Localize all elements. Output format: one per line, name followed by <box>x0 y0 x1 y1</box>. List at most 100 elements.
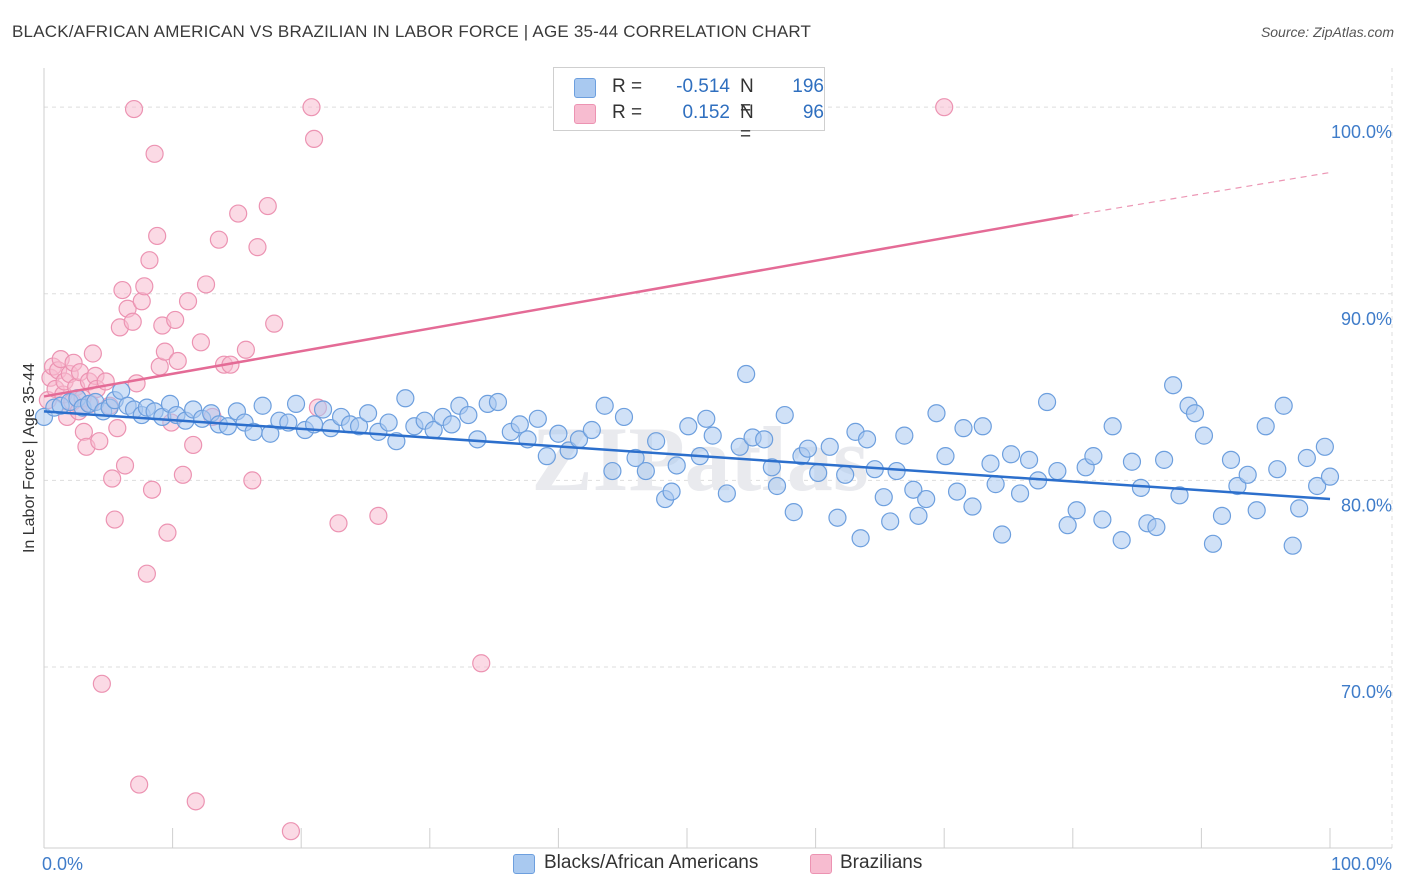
black-point <box>917 489 936 509</box>
black-point <box>1203 534 1223 553</box>
blue-swatch <box>513 854 535 874</box>
black-point <box>679 417 698 436</box>
black-point <box>1010 484 1030 503</box>
brazilian-point <box>248 238 267 257</box>
legend-n-value: 96 <box>802 102 824 123</box>
black-point <box>697 409 716 428</box>
black-point <box>636 461 655 481</box>
black-point <box>986 475 1005 494</box>
black-point <box>459 405 478 425</box>
blue-series-label: Blacks/African Americans <box>544 852 759 873</box>
brazilian-point <box>103 469 122 488</box>
source-label: Source: ZipAtlas.com <box>1260 24 1394 40</box>
brazilian-point <box>369 506 388 525</box>
brazilian-point <box>329 514 348 533</box>
black-point <box>1084 447 1103 466</box>
legend-r-label: R = <box>612 76 643 97</box>
black-point <box>286 394 306 413</box>
brazilian-point <box>74 422 93 441</box>
gridlines <box>44 68 1393 848</box>
black-point <box>662 482 681 501</box>
black-point <box>775 405 794 425</box>
x-tick-label: 100.0% <box>1331 854 1392 874</box>
black-point <box>1297 448 1316 468</box>
x-tick-label: 0.0% <box>42 854 83 874</box>
brazilian-point <box>130 775 149 794</box>
black-point <box>1315 437 1334 456</box>
black-point <box>836 465 855 484</box>
brazilians-trend-line <box>43 214 1074 398</box>
black-point <box>954 419 973 438</box>
brazilian-point <box>472 654 491 673</box>
brazilian-point <box>123 312 142 331</box>
black-point <box>755 430 774 449</box>
black-point <box>358 404 378 423</box>
black-point <box>1194 426 1214 445</box>
brazilian-point <box>83 344 102 363</box>
black-point <box>992 525 1012 544</box>
blacks-trend-line <box>43 410 1331 501</box>
black-point <box>1164 376 1183 395</box>
black-point <box>1170 486 1189 505</box>
black-point <box>828 508 847 527</box>
legend-r-value: -0.514 <box>676 76 730 97</box>
pink-swatch <box>574 104 596 124</box>
black-point <box>857 430 877 449</box>
black-point <box>1058 516 1077 535</box>
black-point <box>1037 392 1057 412</box>
black-point <box>349 417 369 436</box>
black-point <box>947 482 967 501</box>
brazilian-point <box>178 292 198 311</box>
black-point <box>1147 517 1166 537</box>
black-point <box>762 458 781 477</box>
brazilian-point <box>105 510 124 529</box>
black-point <box>1228 476 1247 496</box>
black-point <box>582 420 601 440</box>
black-point <box>603 461 622 481</box>
black-point <box>1320 467 1340 486</box>
black-point <box>510 415 529 434</box>
legend-n-value: 196 <box>792 76 824 97</box>
black-point <box>1093 510 1112 529</box>
black-point <box>717 484 736 503</box>
black-point <box>1212 506 1232 525</box>
black-point <box>881 512 900 531</box>
black-point <box>730 437 749 456</box>
black-point <box>218 417 237 436</box>
brazilians-trend-extension <box>1072 171 1331 217</box>
black-point <box>1256 417 1275 436</box>
brazilian-point <box>127 374 146 393</box>
legend-n-label: N = <box>740 76 754 119</box>
black-point <box>798 439 817 458</box>
black-point <box>1131 478 1151 497</box>
brazilian-point <box>158 523 177 542</box>
brazilian-point <box>168 351 187 371</box>
black-point <box>820 437 839 456</box>
black-point <box>904 480 923 499</box>
brazilian-point <box>173 465 192 484</box>
black-point <box>784 503 803 522</box>
legend-r-label: R = <box>612 102 643 123</box>
trend-lines <box>43 171 1331 501</box>
brazilian-point <box>196 275 216 294</box>
black-point <box>549 424 568 443</box>
legend-r-value: 0.152 <box>682 102 730 123</box>
y-tick-label: 90.0% <box>1341 309 1392 329</box>
black-point <box>1268 460 1287 479</box>
brazilian-point <box>140 251 159 270</box>
black-point <box>1155 450 1174 469</box>
black-point <box>737 364 756 384</box>
black-point <box>981 454 1000 473</box>
brazilian-point <box>148 226 167 246</box>
black-point <box>703 426 722 445</box>
black-point <box>909 506 928 525</box>
black-point <box>1221 450 1241 469</box>
black-point <box>767 476 787 496</box>
brazilian-point <box>265 314 284 333</box>
brazilian-point <box>258 196 277 216</box>
black-point <box>1185 404 1205 423</box>
black-point <box>595 396 614 415</box>
brazilian-point <box>113 280 132 300</box>
brazilian-point <box>90 432 109 451</box>
